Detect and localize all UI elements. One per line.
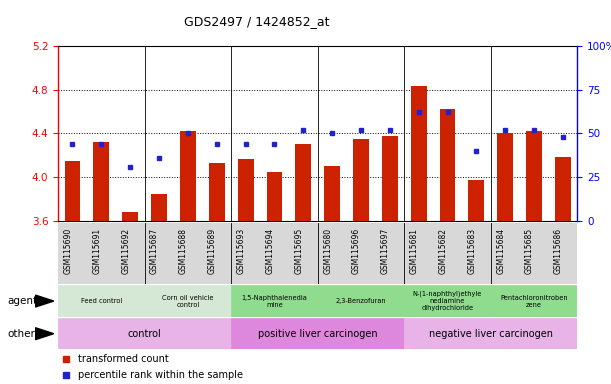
Bar (353, 139, 369, 221)
Text: 1,5-Naphthalenedia
mine: 1,5-Naphthalenedia mine (241, 295, 307, 308)
Text: GSM115692: GSM115692 (121, 228, 130, 274)
Text: GSM115697: GSM115697 (381, 228, 390, 274)
Text: GSM115682: GSM115682 (439, 228, 447, 274)
Text: agent: agent (7, 296, 37, 306)
Polygon shape (35, 295, 54, 307)
Text: GSM115684: GSM115684 (496, 228, 505, 274)
Text: positive liver carcinogen: positive liver carcinogen (258, 329, 378, 339)
Text: other: other (7, 329, 35, 339)
Bar (209, 163, 225, 221)
Text: percentile rank within the sample: percentile rank within the sample (78, 370, 243, 380)
Text: GSM115680: GSM115680 (323, 228, 332, 274)
Bar (411, 86, 426, 221)
Bar (145, 285, 231, 317)
Text: control: control (128, 329, 161, 339)
Text: GSM115693: GSM115693 (236, 228, 246, 274)
Text: GSM115691: GSM115691 (92, 228, 101, 274)
Bar (180, 131, 196, 221)
Bar (122, 212, 138, 221)
Text: N-(1-naphthyl)ethyle
nediamine
dihydrochloride: N-(1-naphthyl)ethyle nediamine dihydroch… (413, 291, 482, 311)
Text: GSM115688: GSM115688 (179, 228, 188, 274)
Bar (266, 172, 282, 221)
Text: GSM115694: GSM115694 (265, 228, 274, 274)
Bar (93, 142, 109, 221)
Text: GSM115683: GSM115683 (467, 228, 477, 274)
Bar (65, 161, 81, 221)
Bar (295, 144, 311, 221)
Bar (231, 285, 318, 317)
Bar (555, 157, 571, 221)
Text: Pentachloronitroben
zene: Pentachloronitroben zene (500, 295, 568, 308)
Text: GDS2497 / 1424852_at: GDS2497 / 1424852_at (184, 15, 329, 28)
Bar (491, 285, 577, 317)
Bar (469, 180, 485, 221)
Bar (404, 285, 491, 317)
Text: GSM115685: GSM115685 (525, 228, 534, 274)
Text: transformed count: transformed count (78, 354, 169, 364)
Bar (440, 109, 455, 221)
Bar (318, 285, 404, 317)
Bar (382, 136, 398, 221)
Bar (497, 133, 513, 221)
Bar (404, 318, 577, 349)
Bar (58, 318, 231, 349)
Bar (526, 131, 542, 221)
Bar (231, 318, 404, 349)
Text: GSM115681: GSM115681 (410, 228, 419, 274)
Text: GSM115686: GSM115686 (554, 228, 563, 274)
Text: GSM115690: GSM115690 (64, 228, 73, 274)
Bar (58, 285, 145, 317)
Text: negative liver carcinogen: negative liver carcinogen (429, 329, 553, 339)
Bar (324, 166, 340, 221)
Text: GSM115695: GSM115695 (295, 228, 303, 274)
Text: GSM115687: GSM115687 (150, 228, 159, 274)
Text: GSM115696: GSM115696 (352, 228, 361, 274)
Text: GSM115689: GSM115689 (208, 228, 217, 274)
Text: 2,3-Benzofuran: 2,3-Benzofuran (335, 298, 386, 304)
Bar (151, 194, 167, 221)
Bar (238, 159, 254, 221)
Polygon shape (35, 328, 54, 340)
Text: Feed control: Feed control (81, 298, 122, 304)
Text: Corn oil vehicle
control: Corn oil vehicle control (162, 295, 214, 308)
